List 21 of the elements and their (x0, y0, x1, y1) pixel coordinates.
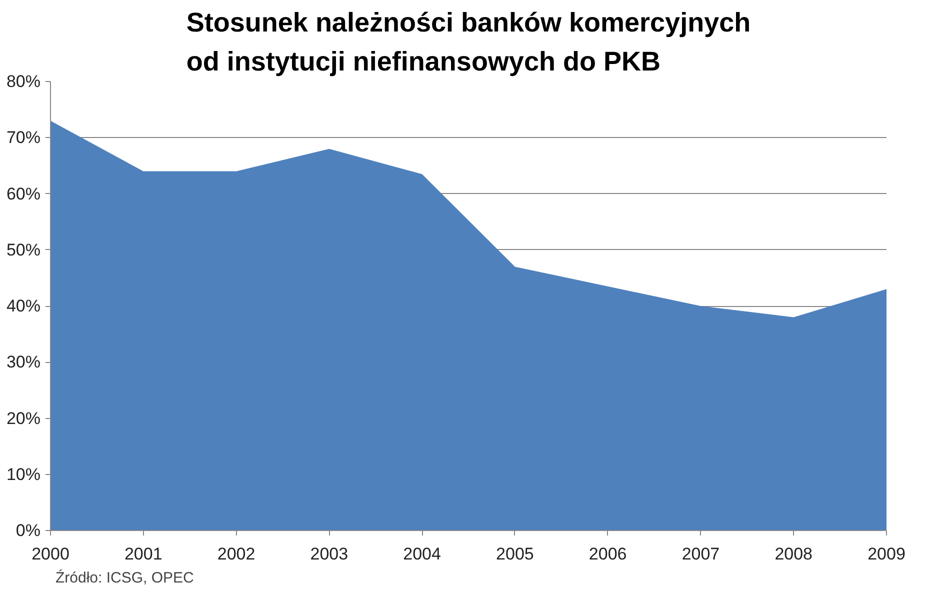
y-tick-label: 20% (6, 408, 41, 428)
y-tick-label: 50% (6, 240, 41, 260)
x-tick-label: 2001 (124, 544, 162, 564)
x-tick-label: 2008 (774, 544, 813, 564)
text: Źródło: ICSG, OPEC (56, 568, 194, 586)
y-tick-label: 60% (6, 184, 41, 204)
x-tick-label: 2003 (310, 544, 348, 564)
x-tick-label: 2002 (217, 544, 256, 564)
y-tick-label: 70% (6, 128, 41, 148)
x-tick-label: 2009 (868, 544, 906, 564)
x-tick-label: 2005 (496, 544, 534, 564)
y-tick-label: 0% (16, 521, 41, 540)
y-tick-label: 40% (6, 296, 41, 316)
x-tick-label: 2004 (403, 544, 441, 564)
y-tick-label: 30% (6, 352, 41, 372)
x-tick-label: 2007 (682, 544, 720, 564)
x-tick-label: 2000 (32, 544, 70, 564)
y-tick-label: 10% (6, 464, 41, 484)
y-tick-label: 80% (6, 72, 41, 91)
x-tick-label: 2006 (588, 544, 627, 564)
chart-title: Stosunek należności banków komercyjnych od instytucji niefinansowych do PKB (186, 8, 751, 76)
